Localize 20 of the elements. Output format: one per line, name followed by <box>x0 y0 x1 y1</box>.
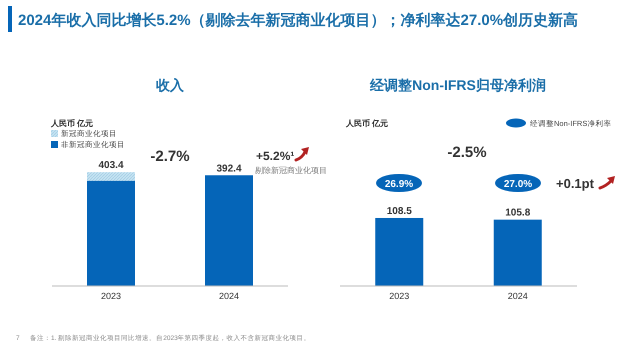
x-tick-label: 2024 <box>218 291 240 301</box>
x-tick-label: 2024 <box>508 291 528 301</box>
text: +5.2%¹ <box>256 149 294 163</box>
data-label: 105.8 <box>505 208 531 219</box>
text: 27.0% <box>504 179 532 190</box>
x-tick-label: 2023 <box>100 291 122 301</box>
chart-title: 经调整Non-IFRS归母净利润 <box>369 77 546 93</box>
annotation: 剔除新冠商业化项目 <box>255 166 327 175</box>
x-tick-label: 2023 <box>389 291 410 301</box>
chart-title: 2024年收入同比增长5.2%（剔除去年新冠商业化项目）；净利率达27.0%创历史新高 <box>18 11 578 29</box>
text: 人民币 亿元 <box>50 119 94 128</box>
chart-subtitle: 收入 <box>156 77 185 93</box>
text: -2.5% <box>447 144 487 161</box>
text: 人民币 亿元 <box>345 119 388 128</box>
text: +0.1pt <box>556 176 595 191</box>
data-label: 108.5 <box>386 206 412 217</box>
text: -2.7% <box>150 148 190 165</box>
text: 26.9% <box>384 179 414 190</box>
annotation: 403.4 <box>98 160 124 172</box>
annotation: 392.4 <box>216 163 242 174</box>
